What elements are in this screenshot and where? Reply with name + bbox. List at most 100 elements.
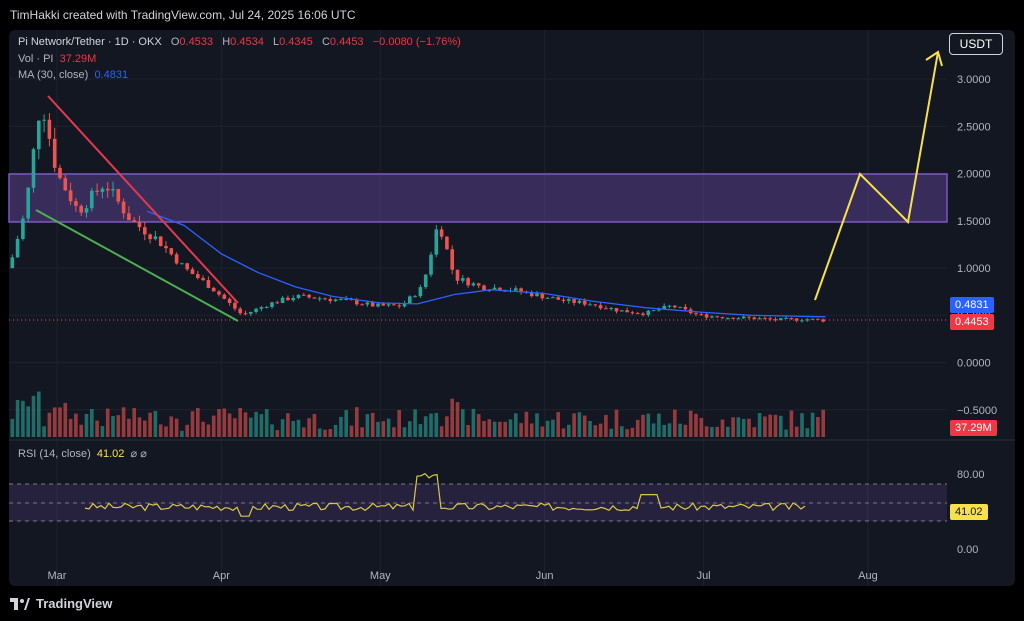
rsi-band-fill [9,484,947,521]
legend-rsi[interactable]: RSI (14, close) 41.02 ⌀ ⌀ [18,447,147,460]
projection-path [814,51,939,301]
time-axis: Mar Apr May Jun Jul Aug [48,570,878,582]
symbol-name[interactable]: Pi Network/Tether · 1D · OKX [18,36,162,48]
candle-body [445,236,449,250]
volume-bar [15,399,20,437]
credit-text: TimHakki created with TradingView.com, J… [10,8,356,22]
volume-bar [434,412,439,437]
x-tick-label: Jul [697,570,711,582]
x-tick-label: Apr [213,570,230,582]
candle-body [132,220,136,222]
candle-body [158,236,163,247]
tradingview-logo[interactable]: TradingView [10,596,112,611]
candle-body [386,304,391,306]
candle-body [153,236,158,240]
volume-bar [604,414,608,437]
volume-value: 37.29M [59,53,97,65]
rsi-value: 41.02 [96,448,125,460]
volume-bar [551,419,555,437]
volume-bar [476,414,481,437]
volume-bar [768,414,772,437]
last-price-badge: 0.4453 [950,314,994,330]
candle-body [111,189,115,191]
volume-bar [386,418,391,437]
volume-bar [794,426,799,437]
candle-body [747,316,751,318]
volume-bar [243,412,248,437]
candle-body [784,318,788,320]
candle-body [222,294,227,299]
volume-bar [349,425,354,437]
volume-bar [450,398,454,437]
candle-body [757,318,762,320]
candle-body [662,305,666,310]
volume-bar [264,409,269,437]
candle-body [365,302,370,305]
candle-body [100,188,105,192]
candle-body [370,302,375,307]
candle-body [137,221,142,228]
y-tick-label: 2.0000 [957,169,991,181]
volume-bar [556,412,560,437]
volume-bar [307,418,311,437]
volume-bar [683,424,688,437]
volume-bar [688,410,693,437]
volume-bar [100,426,105,437]
candle-body [291,298,295,301]
volume-bar [370,412,375,437]
volume-bar [317,428,322,437]
high-label: H [222,36,231,48]
candle-body [79,205,83,213]
volume-bar [333,424,338,437]
volume-bar [254,411,258,437]
resistance-zone [8,173,948,223]
candle-body [21,218,25,239]
volume-bar [111,416,115,437]
currency-button[interactable]: USDT [949,33,1003,55]
volume-bars [10,391,825,437]
candle-body [752,317,757,320]
volume-bar [58,407,62,437]
candle-body [180,263,184,265]
candle-body [105,188,110,191]
candle-body [47,119,52,139]
candle-body [185,263,189,270]
candle-body [37,120,41,150]
candle-body [789,318,794,320]
candle-body [68,190,73,202]
candle-body [233,302,237,309]
red-trendline [47,95,239,304]
candle-body [392,304,396,306]
y-tick-label: 1.5000 [957,216,991,228]
chart-frame[interactable] [9,30,1015,586]
candle-body [694,313,698,315]
candle-body [630,312,635,314]
volume-bar [127,418,131,437]
candle-body [206,280,211,288]
volume-bar [201,421,205,437]
candle-body [598,305,603,309]
candle-body [397,305,401,307]
volume-bar [143,420,147,437]
candle-body [673,305,677,308]
volume-bar [471,408,476,437]
y-tick-label: 2.5000 [957,121,991,133]
legend-ma[interactable]: MA (30, close) 0.4831 [18,69,128,81]
legend-volume[interactable]: Vol · PI 37.29M [18,53,96,65]
candle-body [286,297,290,301]
volume-bar [153,411,158,437]
volume-bar [561,428,566,437]
candle-body [667,305,672,307]
volume-bar [445,416,449,437]
candle-body [95,190,99,192]
candle-body [625,310,629,313]
volume-bar [21,400,25,437]
volume-bar [641,414,645,437]
volume-bar [376,421,380,437]
ma-line [146,210,826,318]
candle-body [408,296,412,304]
volume-bar [625,429,629,437]
x-tick-label: Mar [48,570,67,582]
volume-bar [662,424,666,437]
